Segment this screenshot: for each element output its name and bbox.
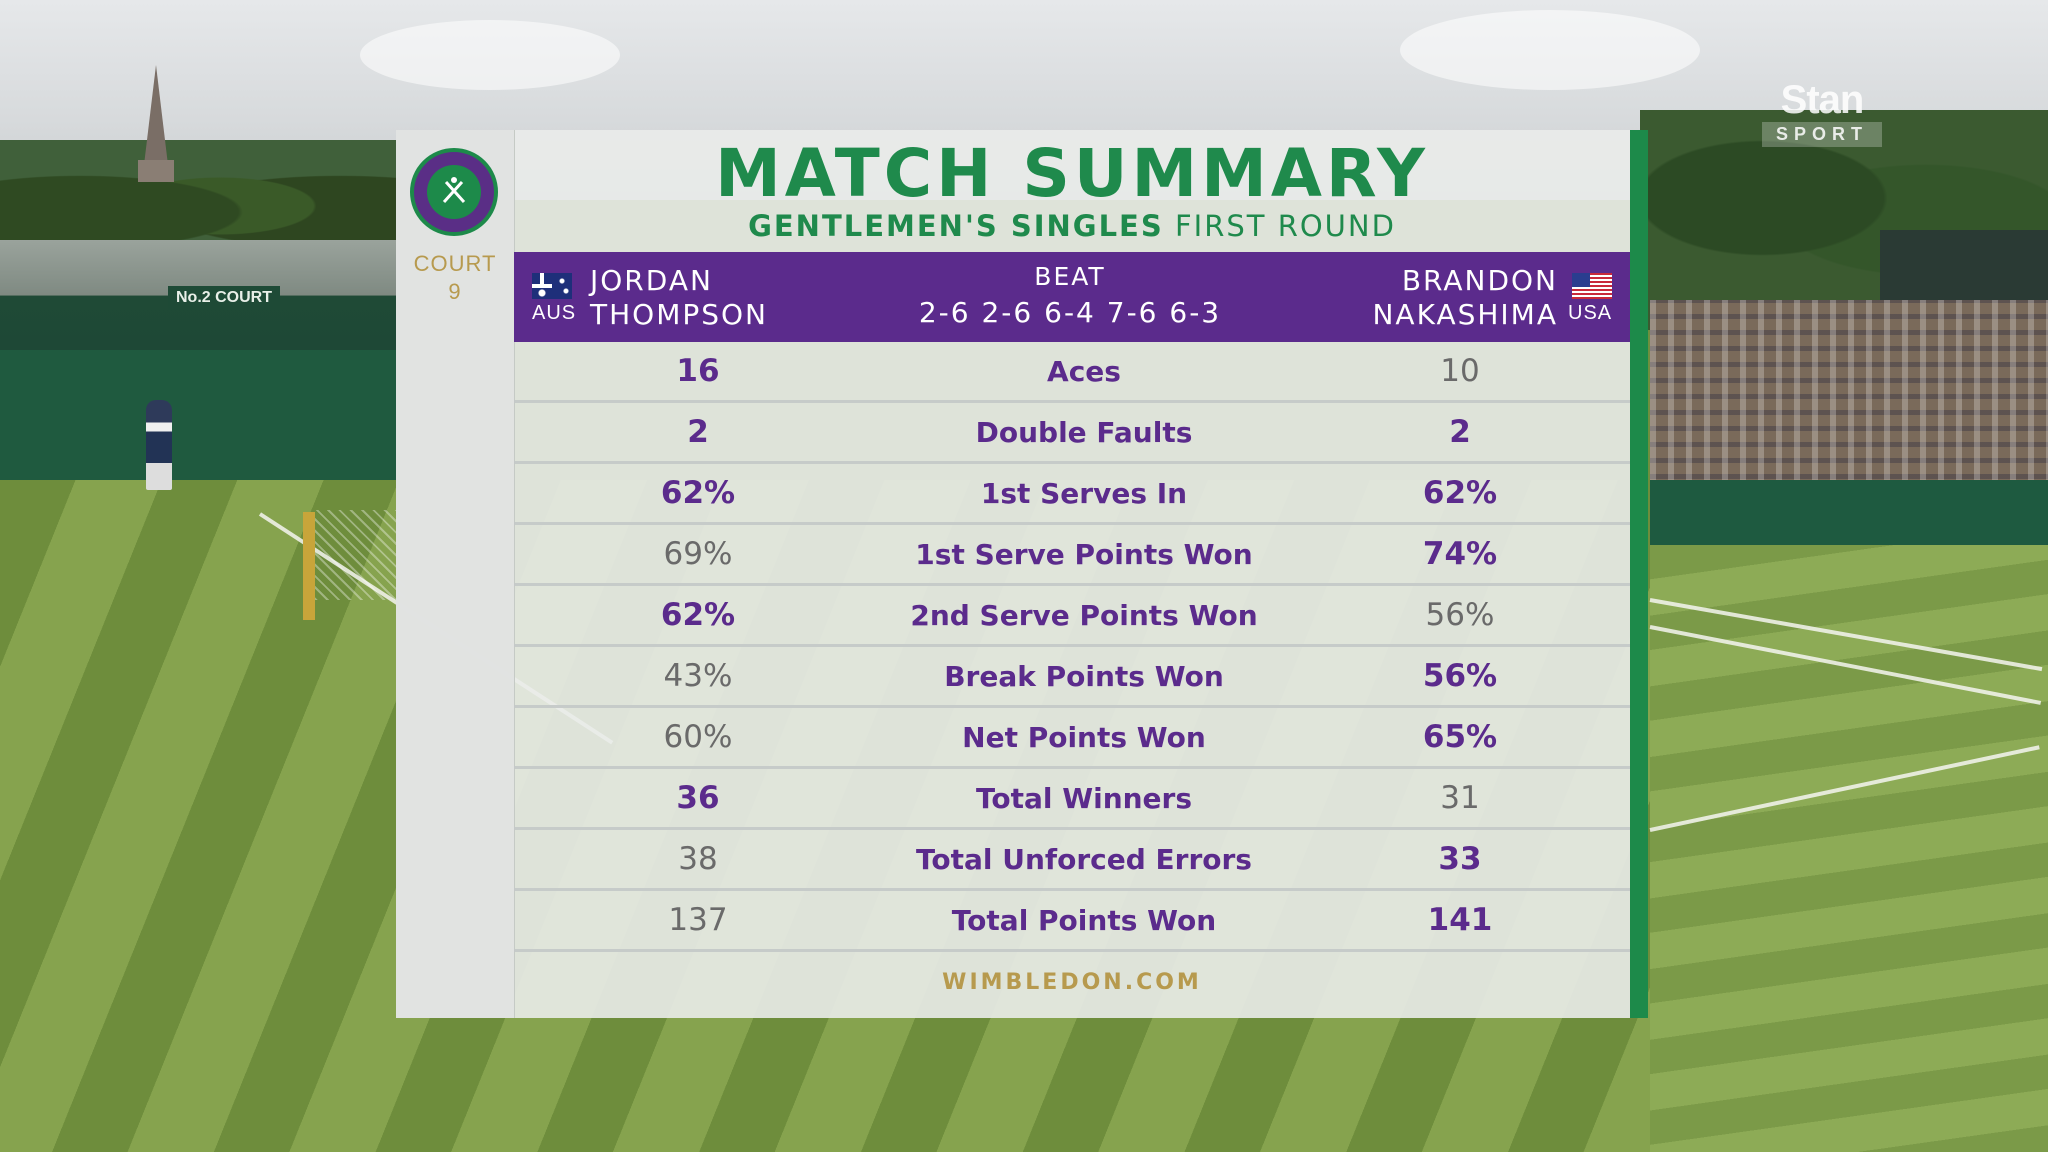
- broadcaster-sub: SPORT: [1762, 122, 1882, 147]
- stat-label: 1st Serve Points Won: [915, 537, 1253, 571]
- stat-label: Total Winners: [975, 781, 1193, 815]
- event-name: GENTLEMEN'S SINGLES: [748, 209, 1164, 243]
- left-player-last-name: THOMPSON: [590, 298, 768, 331]
- right-player-name: BRANDON NAKASHIMA: [1300, 264, 1558, 332]
- stat-right-value: 62%: [1422, 475, 1498, 511]
- cloud: [1400, 10, 1700, 90]
- broadcaster-name: Stan: [1780, 78, 1865, 122]
- stat-right-value: 65%: [1422, 719, 1498, 755]
- venue-sign: No.2 COURT: [168, 286, 280, 310]
- right-player-country: USA: [1568, 302, 1613, 324]
- stat-label: Aces: [1047, 354, 1121, 388]
- wimbledon-logo-icon: [410, 148, 498, 236]
- stat-right-value: 2: [1449, 414, 1471, 450]
- ball-kid-figure: [146, 400, 172, 490]
- australia-flag-icon: [532, 273, 572, 299]
- stat-right-value: 33: [1438, 841, 1482, 877]
- stat-left-value: 43%: [663, 658, 733, 694]
- stat-right-value: 74%: [1422, 536, 1498, 572]
- stat-label: 2nd Serve Points Won: [910, 598, 1258, 632]
- stat-left-value: 62%: [660, 597, 736, 633]
- tennis-net: [315, 510, 405, 600]
- stat-left-value: 16: [676, 353, 720, 389]
- stat-row: 16 Aces 10: [514, 342, 1630, 403]
- stat-label: Total Points Won: [951, 903, 1217, 937]
- stat-left-value: 2: [687, 414, 709, 450]
- court-number: 9: [448, 279, 462, 304]
- stat-right-value: 31: [1440, 780, 1480, 816]
- stat-left-value: 36: [676, 780, 720, 816]
- stat-right-value: 141: [1427, 902, 1493, 938]
- stats-table: 16 Aces 10 2 Double Faults 2 62% 1st Ser…: [514, 342, 1630, 952]
- page-title: MATCH SUMMARY: [715, 135, 1429, 212]
- building-roof: [1880, 230, 2048, 310]
- left-player-first-name: JORDAN: [590, 264, 713, 297]
- stat-right-value: 56%: [1425, 597, 1495, 633]
- broadcaster-logo: Stan SPORT: [1762, 80, 1882, 147]
- left-player-name: JORDAN THOMPSON: [590, 264, 768, 332]
- stat-label: 1st Serves In: [980, 476, 1188, 510]
- court-indicator: COURT 9: [396, 250, 514, 306]
- stat-left-value: 38: [678, 841, 718, 877]
- match-score: 2-6 2-6 6-4 7-6 6-3: [918, 296, 1222, 329]
- church-spire-base: [138, 160, 174, 182]
- stat-row: 137 Total Points Won 141: [514, 891, 1630, 952]
- stat-left-value: 137: [668, 902, 728, 938]
- result-word: BEAT: [1034, 262, 1106, 291]
- stat-row: 36 Total Winners 31: [514, 769, 1630, 830]
- stat-right-value: 10: [1440, 353, 1480, 389]
- left-player-country: AUS: [532, 302, 577, 324]
- stat-right-value: 56%: [1422, 658, 1498, 694]
- court-label: COURT: [413, 251, 497, 276]
- players-header: [514, 252, 1630, 342]
- stat-row: 2 Double Faults 2: [514, 403, 1630, 464]
- stat-row: 62% 2nd Serve Points Won 56%: [514, 586, 1630, 647]
- stat-row: 69% 1st Serve Points Won 74%: [514, 525, 1630, 586]
- stat-row: 38 Total Unforced Errors 33: [514, 830, 1630, 891]
- right-player-first-name: BRANDON: [1401, 264, 1558, 297]
- stat-label: Break Points Won: [944, 659, 1224, 693]
- left-court-wall: [0, 350, 400, 490]
- event-round: FIRST ROUND: [1174, 209, 1396, 243]
- panel-accent-bar: [1630, 130, 1648, 1018]
- stat-left-value: 60%: [663, 719, 733, 755]
- stat-left-value: 62%: [660, 475, 736, 511]
- event-subtitle: GENTLEMEN'S SINGLES FIRST ROUND: [514, 208, 1630, 244]
- stat-row: 60% Net Points Won 65%: [514, 708, 1630, 769]
- stat-label: Total Unforced Errors: [916, 842, 1252, 876]
- right-player-last-name: NAKASHIMA: [1372, 298, 1558, 331]
- grass-court-right: [1650, 545, 2048, 1152]
- panel-side-column: [396, 130, 515, 1018]
- cloud: [360, 20, 620, 90]
- footer-url: WIMBLEDON.COM: [942, 970, 1202, 995]
- usa-flag-icon: [1572, 273, 1612, 299]
- stat-row: 43% Break Points Won 56%: [514, 647, 1630, 708]
- stat-left-value: 69%: [663, 536, 733, 572]
- stat-row: 62% 1st Serves In 62%: [514, 464, 1630, 525]
- church-spire: [144, 65, 168, 165]
- spectator-crowd: [1650, 300, 2048, 495]
- stat-label: Net Points Won: [962, 720, 1206, 754]
- net-post: [303, 512, 315, 620]
- stat-label: Double Faults: [975, 415, 1193, 449]
